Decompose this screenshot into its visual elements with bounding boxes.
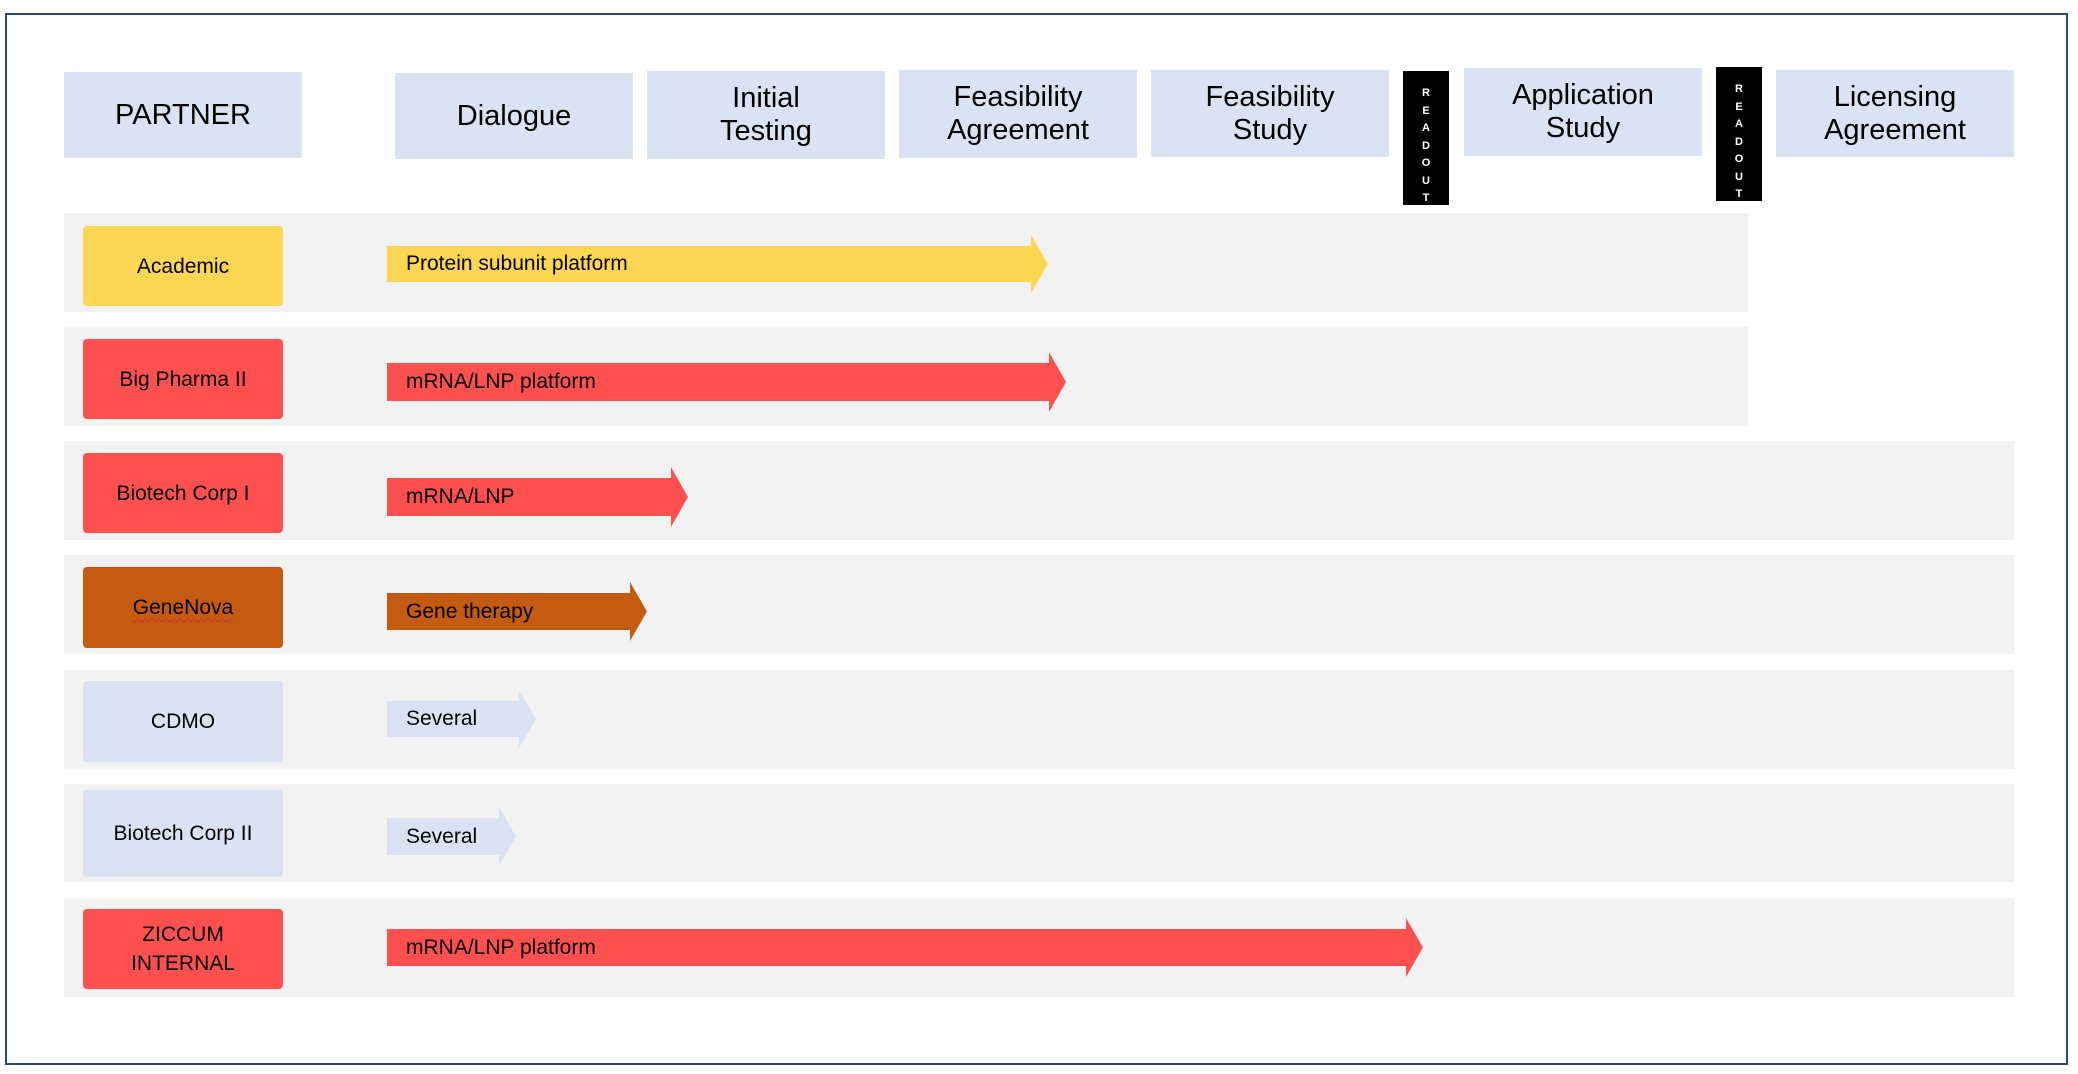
- partner-cdmo: CDMO: [83, 681, 283, 762]
- readout-letter: E: [1422, 104, 1430, 117]
- readout-letter: U: [1735, 170, 1743, 183]
- progress-arrow-cdmo: Several: [387, 690, 536, 748]
- arrow-shape: [387, 582, 647, 641]
- partner-genenova: GeneNova: [83, 567, 283, 648]
- arrow-label: Protein subunit platform: [406, 252, 628, 275]
- readout-letter: A: [1422, 122, 1430, 134]
- partner-biotech-corp-i: Biotech Corp I: [83, 453, 283, 533]
- readout-letter: T: [1735, 188, 1743, 200]
- arrow-label: mRNA/LNP platform: [406, 935, 596, 959]
- readout-letter: D: [1735, 135, 1743, 148]
- readout-letter: T: [1422, 192, 1430, 204]
- readout-marker-1: R E A D O U T: [1403, 71, 1449, 205]
- readout-letter: D: [1422, 139, 1430, 152]
- readout-letter: U: [1422, 174, 1430, 187]
- readout-letter: R: [1735, 83, 1743, 95]
- partner-big-pharma-ii: Big Pharma II: [83, 339, 283, 419]
- arrow-shape: [387, 918, 1423, 977]
- readout-marker-2: R E A D O U T: [1716, 67, 1762, 201]
- arrow-shape: [387, 467, 688, 527]
- header-partner: PARTNER: [64, 72, 302, 158]
- header-stage-initial-testing: Initial Testing: [647, 71, 885, 159]
- arrow-polygon: [387, 690, 536, 748]
- progress-arrow-genenova: Gene therapy: [387, 582, 647, 641]
- header-stage-licensing-agreement: Licensing Agreement: [1776, 70, 2014, 157]
- progress-arrow-ziccum-internal: mRNA/LNP platform: [387, 918, 1423, 977]
- row-band: [64, 784, 2014, 882]
- partner-genenova-label: GeneNova: [132, 596, 234, 619]
- arrow-shape: [387, 352, 1066, 412]
- row-band: [64, 441, 2014, 540]
- readout-letter: A: [1735, 118, 1743, 130]
- partner-ziccum-internal: ZICCUM INTERNAL: [83, 909, 283, 989]
- arrow-label: mRNA/LNP platform: [406, 370, 596, 393]
- diagram-frame: [5, 13, 2068, 1065]
- arrow-shape: [387, 690, 536, 748]
- readout-letter: O: [1734, 153, 1744, 165]
- row-band: [64, 555, 2014, 654]
- arrow-label: Gene therapy: [406, 599, 534, 623]
- header-stage-application-study: Application Study: [1464, 68, 1702, 156]
- readout-letter: R: [1422, 87, 1430, 99]
- arrow-polygon: [387, 467, 688, 527]
- readout-letter: O: [1421, 157, 1431, 169]
- arrow-polygon: [387, 807, 516, 866]
- progress-arrow-biotech-corp-ii: Several: [387, 807, 516, 866]
- partner-academic: Academic: [83, 226, 283, 306]
- header-stage-feasibility-agreement: Feasibility Agreement: [899, 70, 1137, 158]
- arrow-shape: [387, 807, 516, 866]
- arrow-polygon: [387, 582, 647, 641]
- partner-biotech-corp-ii: Biotech Corp II: [83, 790, 283, 877]
- header-stage-feasibility-study: Feasibility Study: [1151, 70, 1389, 157]
- arrow-polygon: [387, 235, 1048, 293]
- arrow-polygon: [387, 918, 1423, 977]
- row-band: [64, 670, 2014, 769]
- header-stage-dialogue: Dialogue: [395, 73, 633, 159]
- arrow-label: Several: [406, 707, 478, 730]
- progress-arrow-big-pharma-ii: mRNA/LNP platform: [387, 352, 1066, 412]
- progress-arrow-biotech-corp-i: mRNA/LNP: [387, 467, 688, 527]
- arrow-polygon: [387, 352, 1066, 412]
- progress-arrow-academic: Protein subunit platform: [387, 235, 1048, 293]
- arrow-shape: [387, 235, 1048, 293]
- arrow-label: mRNA/LNP: [406, 485, 515, 508]
- arrow-label: Several: [406, 824, 478, 848]
- readout-letter: E: [1735, 100, 1743, 113]
